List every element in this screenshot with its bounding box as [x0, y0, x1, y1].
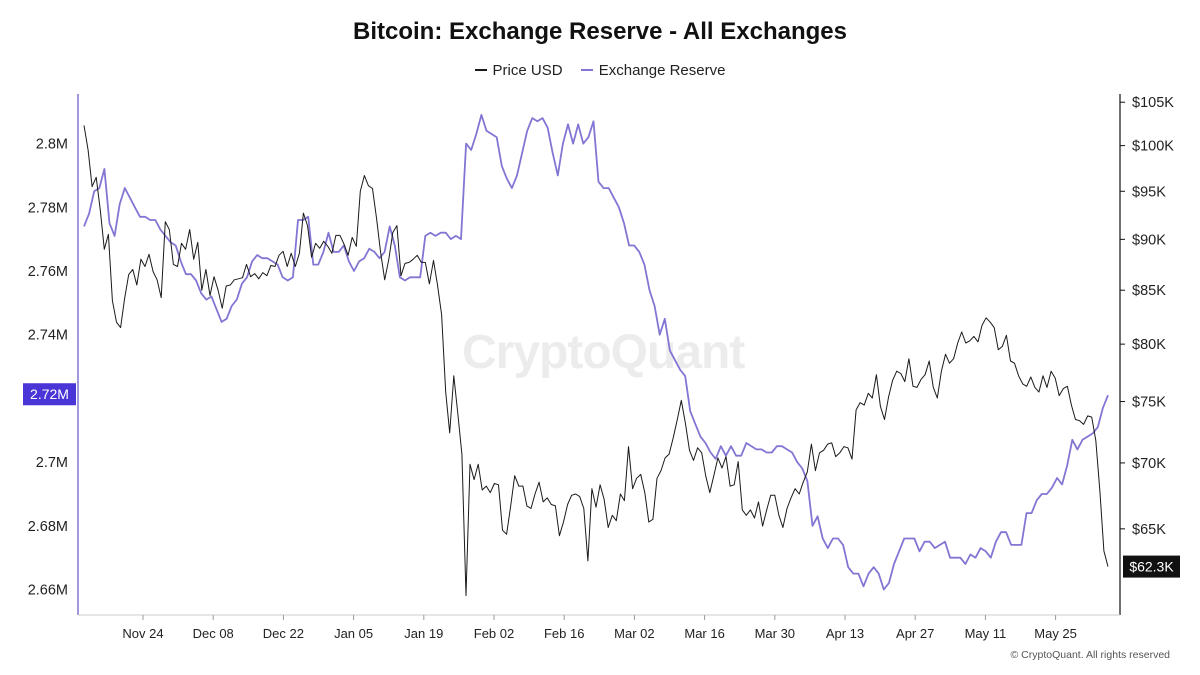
left-tick-label: 2.78M [28, 200, 68, 216]
x-tick-label: Dec 08 [193, 626, 234, 641]
right-tick-label: $100K [1132, 139, 1174, 155]
legend-swatch-reserve [580, 69, 593, 71]
left-tick-label: 2.66M [28, 583, 68, 599]
x-tick-label: Feb 02 [474, 626, 514, 641]
copyright-note: © CryptoQuant. All rights reserved [1010, 649, 1170, 661]
x-tick-label: Feb 16 [544, 626, 584, 641]
x-tick-label: Apr 13 [826, 626, 864, 641]
left-tick-label: 2.8M [36, 137, 68, 153]
x-tick-label: Dec 22 [263, 626, 304, 641]
reserve-current-label: 2.72M [30, 386, 69, 402]
legend: Price USD Exchange Reserve [0, 58, 1200, 79]
x-tick-label: Mar 30 [755, 626, 795, 641]
right-tick-label: $105K [1132, 95, 1174, 111]
x-tick-label: Mar 16 [684, 626, 724, 641]
left-tick-label: 2.7M [36, 455, 68, 471]
right-tick-label: $75K [1132, 395, 1166, 411]
chart-title: Bitcoin: Exchange Reserve - All Exchange… [353, 18, 847, 45]
x-tick-label: Jan 05 [334, 626, 373, 641]
left-tick-label: 2.68M [28, 519, 68, 535]
x-tick-label: Jan 19 [404, 626, 443, 641]
legend-swatch-price [474, 69, 487, 71]
price-current-badge [1123, 555, 1180, 578]
legend-label-reserve: Exchange Reserve [598, 61, 726, 79]
legend-item-price[interactable]: Price USD [474, 61, 563, 79]
price-current-label: $62.3K [1129, 559, 1174, 575]
x-tick-label: May 25 [1034, 626, 1077, 641]
left-tick-label: 2.76M [28, 264, 68, 280]
series-line-exchange-reserve [83, 114, 1109, 591]
right-tick-label: $95K [1132, 184, 1166, 200]
right-tick-label: $70K [1132, 456, 1166, 472]
left-tick-label: 2.74M [28, 328, 68, 344]
right-tick-label: $90K [1132, 232, 1166, 248]
x-tick-label: May 11 [965, 626, 1007, 641]
right-tick-label: $80K [1132, 337, 1166, 353]
right-tick-label: $85K [1132, 283, 1166, 299]
x-tick-label: Mar 02 [614, 626, 654, 641]
reserve-current-badge [23, 383, 76, 406]
x-tick-label: Nov 24 [122, 626, 163, 641]
legend-label-price: Price USD [492, 61, 563, 79]
right-tick-label: $65K [1132, 522, 1166, 538]
watermark-logo: CryptoQuant [462, 326, 745, 379]
x-tick-label: Apr 27 [896, 626, 934, 641]
legend-item-reserve[interactable]: Exchange Reserve [580, 61, 726, 79]
series-line-price-usd [83, 125, 1109, 597]
